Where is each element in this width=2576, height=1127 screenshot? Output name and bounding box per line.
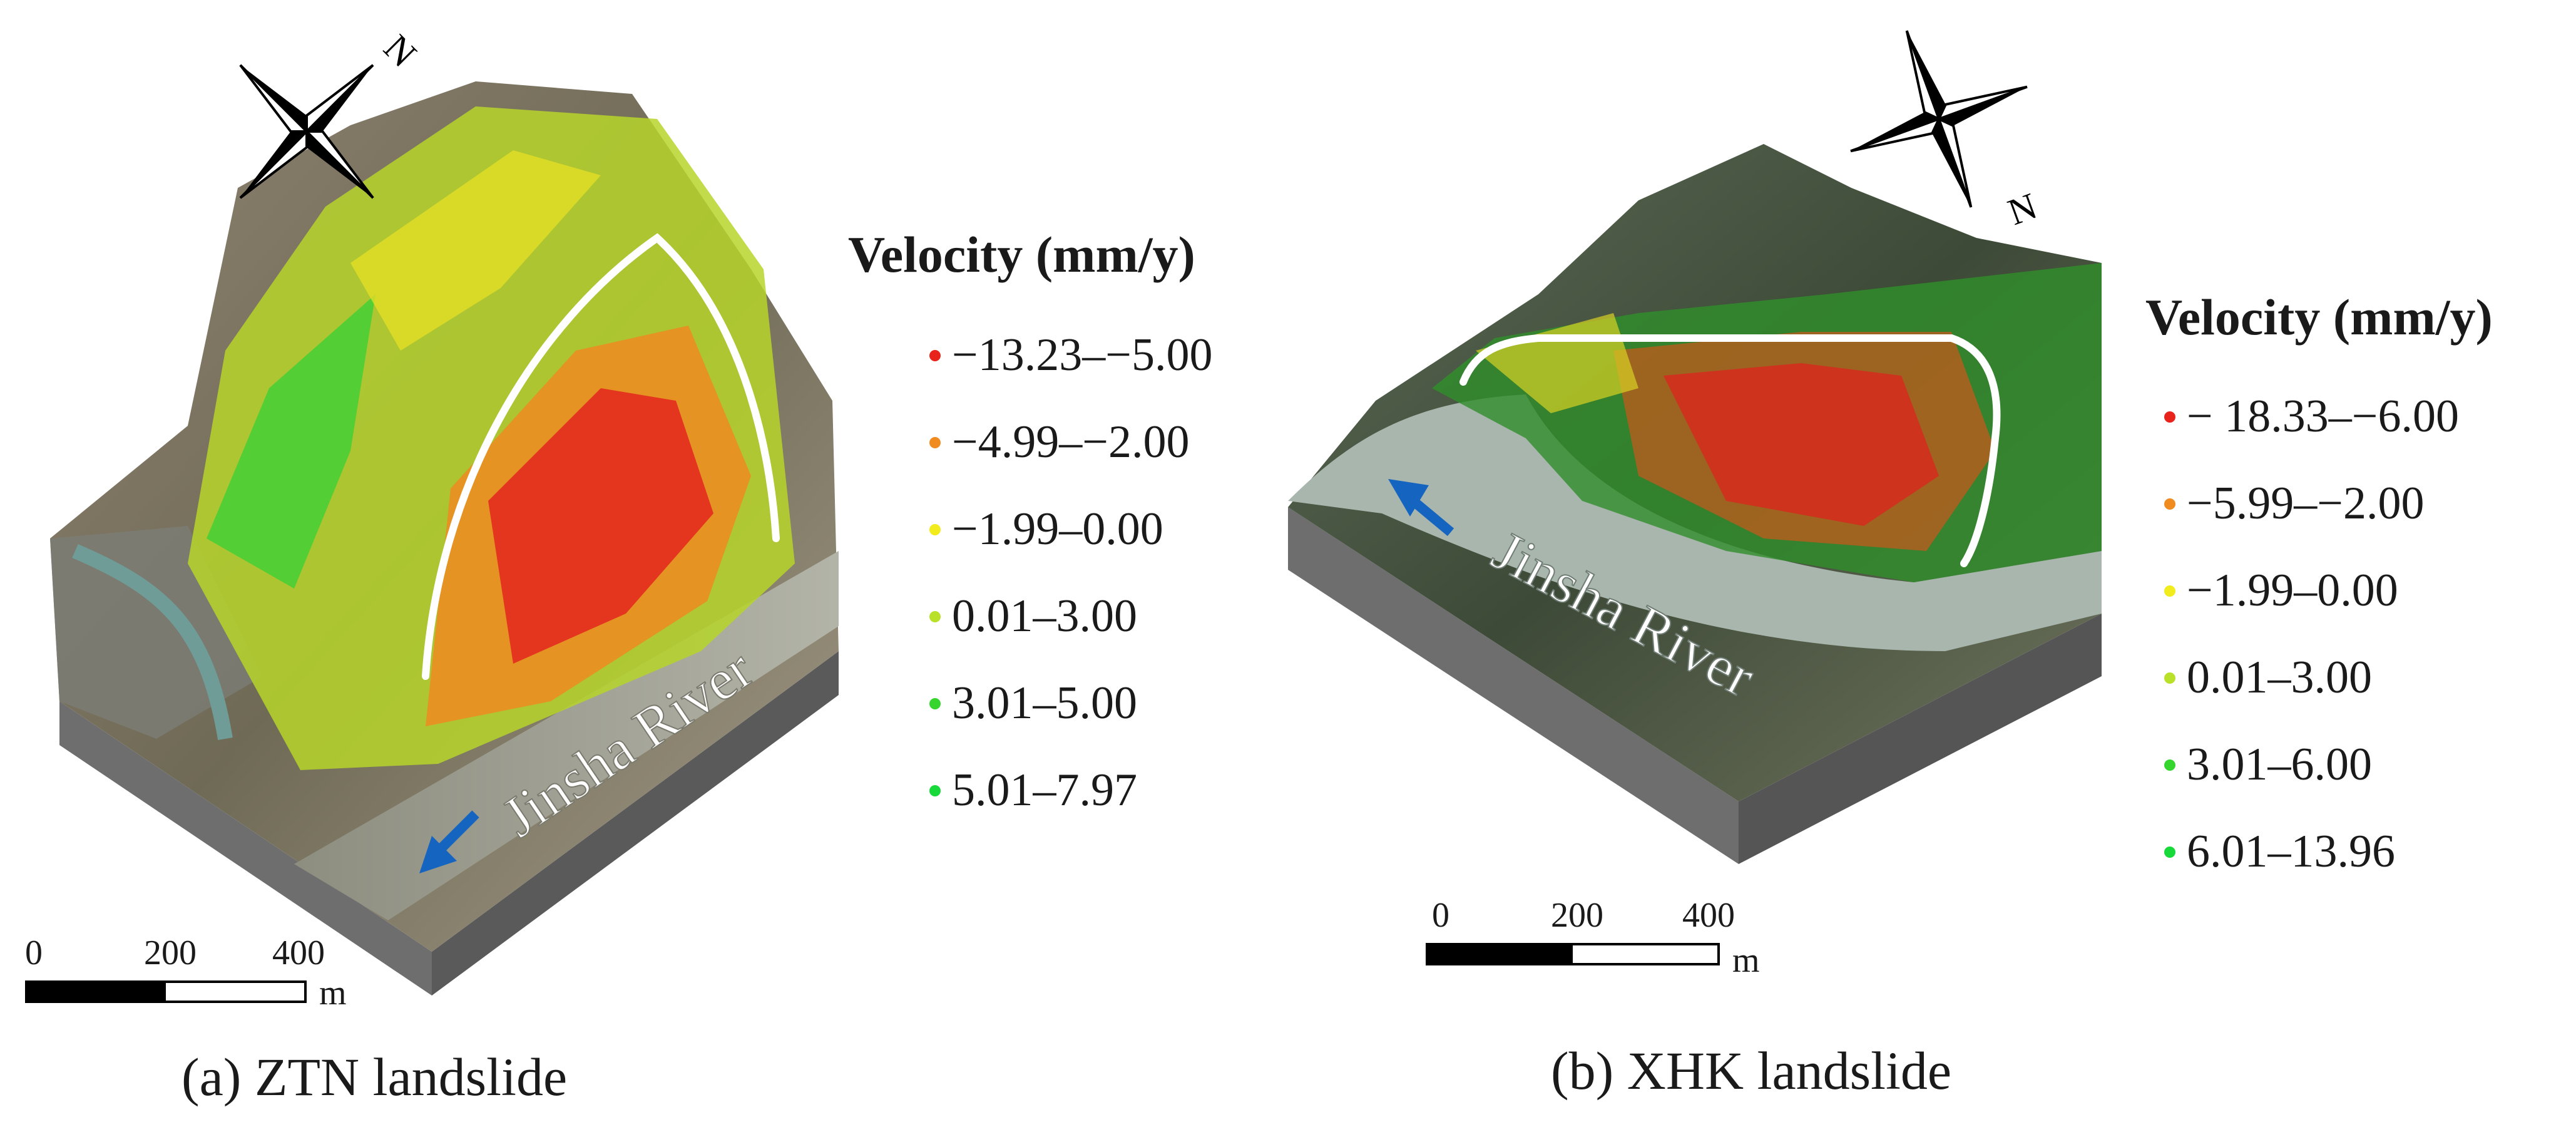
legend-dot — [2164, 498, 2175, 510]
ztn-terrain-map: Jinsha River N — [50, 27, 839, 996]
block-side-right — [432, 651, 839, 996]
legend-label: −5.99–−2.00 — [2187, 478, 2425, 529]
north-label-a: N — [376, 27, 424, 75]
legend-label: −13.23–−5.00 — [952, 329, 1213, 381]
legend-item: −4.99–−2.00 — [929, 399, 1212, 486]
legend-dot — [929, 436, 941, 448]
scale-tick-label: 200 — [144, 934, 197, 972]
flow-direction-arrow-a — [419, 810, 479, 873]
legend-label: 3.01–6.00 — [2187, 739, 2372, 790]
legend-dot — [2164, 585, 2175, 597]
landslide-boundary-b — [1459, 334, 2001, 567]
legend-item: −5.99–−2.00 — [2164, 460, 2493, 547]
legend-dot — [929, 349, 941, 361]
points-zone-green — [207, 294, 376, 589]
caption-b: (b) XHK landslide — [1551, 1041, 1952, 1101]
landslide-boundary-a — [422, 233, 780, 680]
insar-points-a — [188, 106, 795, 770]
legend-title-b: Velocity (mm/y) — [2145, 289, 2493, 346]
legend-dot — [2164, 411, 2175, 423]
legend-title-a: Velocity (mm/y) — [848, 226, 1195, 283]
points-zone-yellow — [350, 150, 601, 351]
scale-bar-graphic — [1426, 943, 1720, 965]
block-side-left — [1288, 507, 1739, 864]
legend-label: −1.99–0.00 — [952, 503, 1163, 555]
block-side-left — [59, 701, 432, 996]
scale-bar-b: 0 200 400 m — [1426, 895, 1776, 989]
north-label-b: N — [2003, 185, 2042, 233]
points-zone-red — [488, 388, 713, 664]
legend-item: 6.01–13.96 — [2164, 808, 2493, 895]
legend-dot — [929, 523, 941, 535]
legend-dot — [929, 697, 941, 709]
scale-tick-label: 200 — [1551, 896, 1603, 935]
jinsha-river-b — [1288, 394, 2102, 651]
legend-dot — [929, 785, 941, 796]
north-arrow-a: N — [239, 27, 424, 199]
legend-label: −4.99–−2.00 — [952, 416, 1190, 468]
legend-label: 0.01–3.00 — [2187, 652, 2372, 703]
scale-tick-label: 400 — [1682, 896, 1735, 935]
scale-unit: m — [1732, 941, 1760, 980]
legend-item: −1.99–0.00 — [929, 486, 1212, 573]
legend-label: 6.01–13.96 — [2187, 826, 2395, 877]
legend-item: − 18.33–−6.00 — [2164, 373, 2493, 460]
legend-label: 5.01–7.97 — [952, 764, 1137, 816]
legend-item: −13.23–−5.00 — [929, 312, 1212, 399]
side-river — [72, 543, 233, 740]
legend-dot — [2164, 846, 2175, 858]
block-side-right — [1739, 614, 2102, 864]
legend-item: 3.01–5.00 — [929, 660, 1212, 747]
legend-a: Velocity (mm/y) −13.23–−5.00 −4.99–−2.00… — [848, 225, 1212, 834]
scale-tick-label: 400 — [272, 934, 325, 972]
points-zone-red — [1664, 363, 1939, 526]
legend-dot — [2164, 759, 2175, 771]
north-arrow-b: N — [1850, 30, 2042, 233]
legend-dot — [929, 610, 941, 622]
scale-tick-label: 0 — [25, 934, 43, 972]
scale-tick-label: 0 — [1432, 896, 1449, 935]
scale-bar-a: 0 200 400 m — [25, 933, 363, 1021]
legend-label: 0.01–3.00 — [952, 590, 1137, 642]
scale-bar-graphic — [25, 980, 307, 1003]
panel-xhk: Jinsha River N Velocity (mm/y) − 18.33–−… — [1288, 0, 2576, 1127]
legend-dot — [2164, 672, 2175, 684]
xhk-terrain-map: Jinsha River N — [1288, 30, 2102, 864]
legend-item: 0.01–3.00 — [2164, 634, 2493, 721]
panel-ztn: Jinsha River N Velocity (mm/y) −13.23–−5… — [25, 27, 1212, 1107]
legend-label: − 18.33–−6.00 — [2187, 391, 2459, 442]
legend-item: −1.99–0.00 — [2164, 547, 2493, 634]
scale-unit: m — [319, 974, 347, 1012]
legend-item: 3.01–6.00 — [2164, 721, 2493, 808]
caption-a: (a) ZTN landslide — [181, 1047, 568, 1107]
legend-label: 3.01–5.00 — [952, 677, 1137, 729]
flow-direction-arrow-b — [1388, 479, 1454, 537]
legend-label: −1.99–0.00 — [2187, 565, 2398, 616]
legend-item: 5.01–7.97 — [929, 747, 1212, 834]
legend-item: 0.01–3.00 — [929, 573, 1212, 660]
legend-b: Velocity (mm/y) − 18.33–−6.00 −5.99–−2.0… — [2145, 288, 2493, 895]
